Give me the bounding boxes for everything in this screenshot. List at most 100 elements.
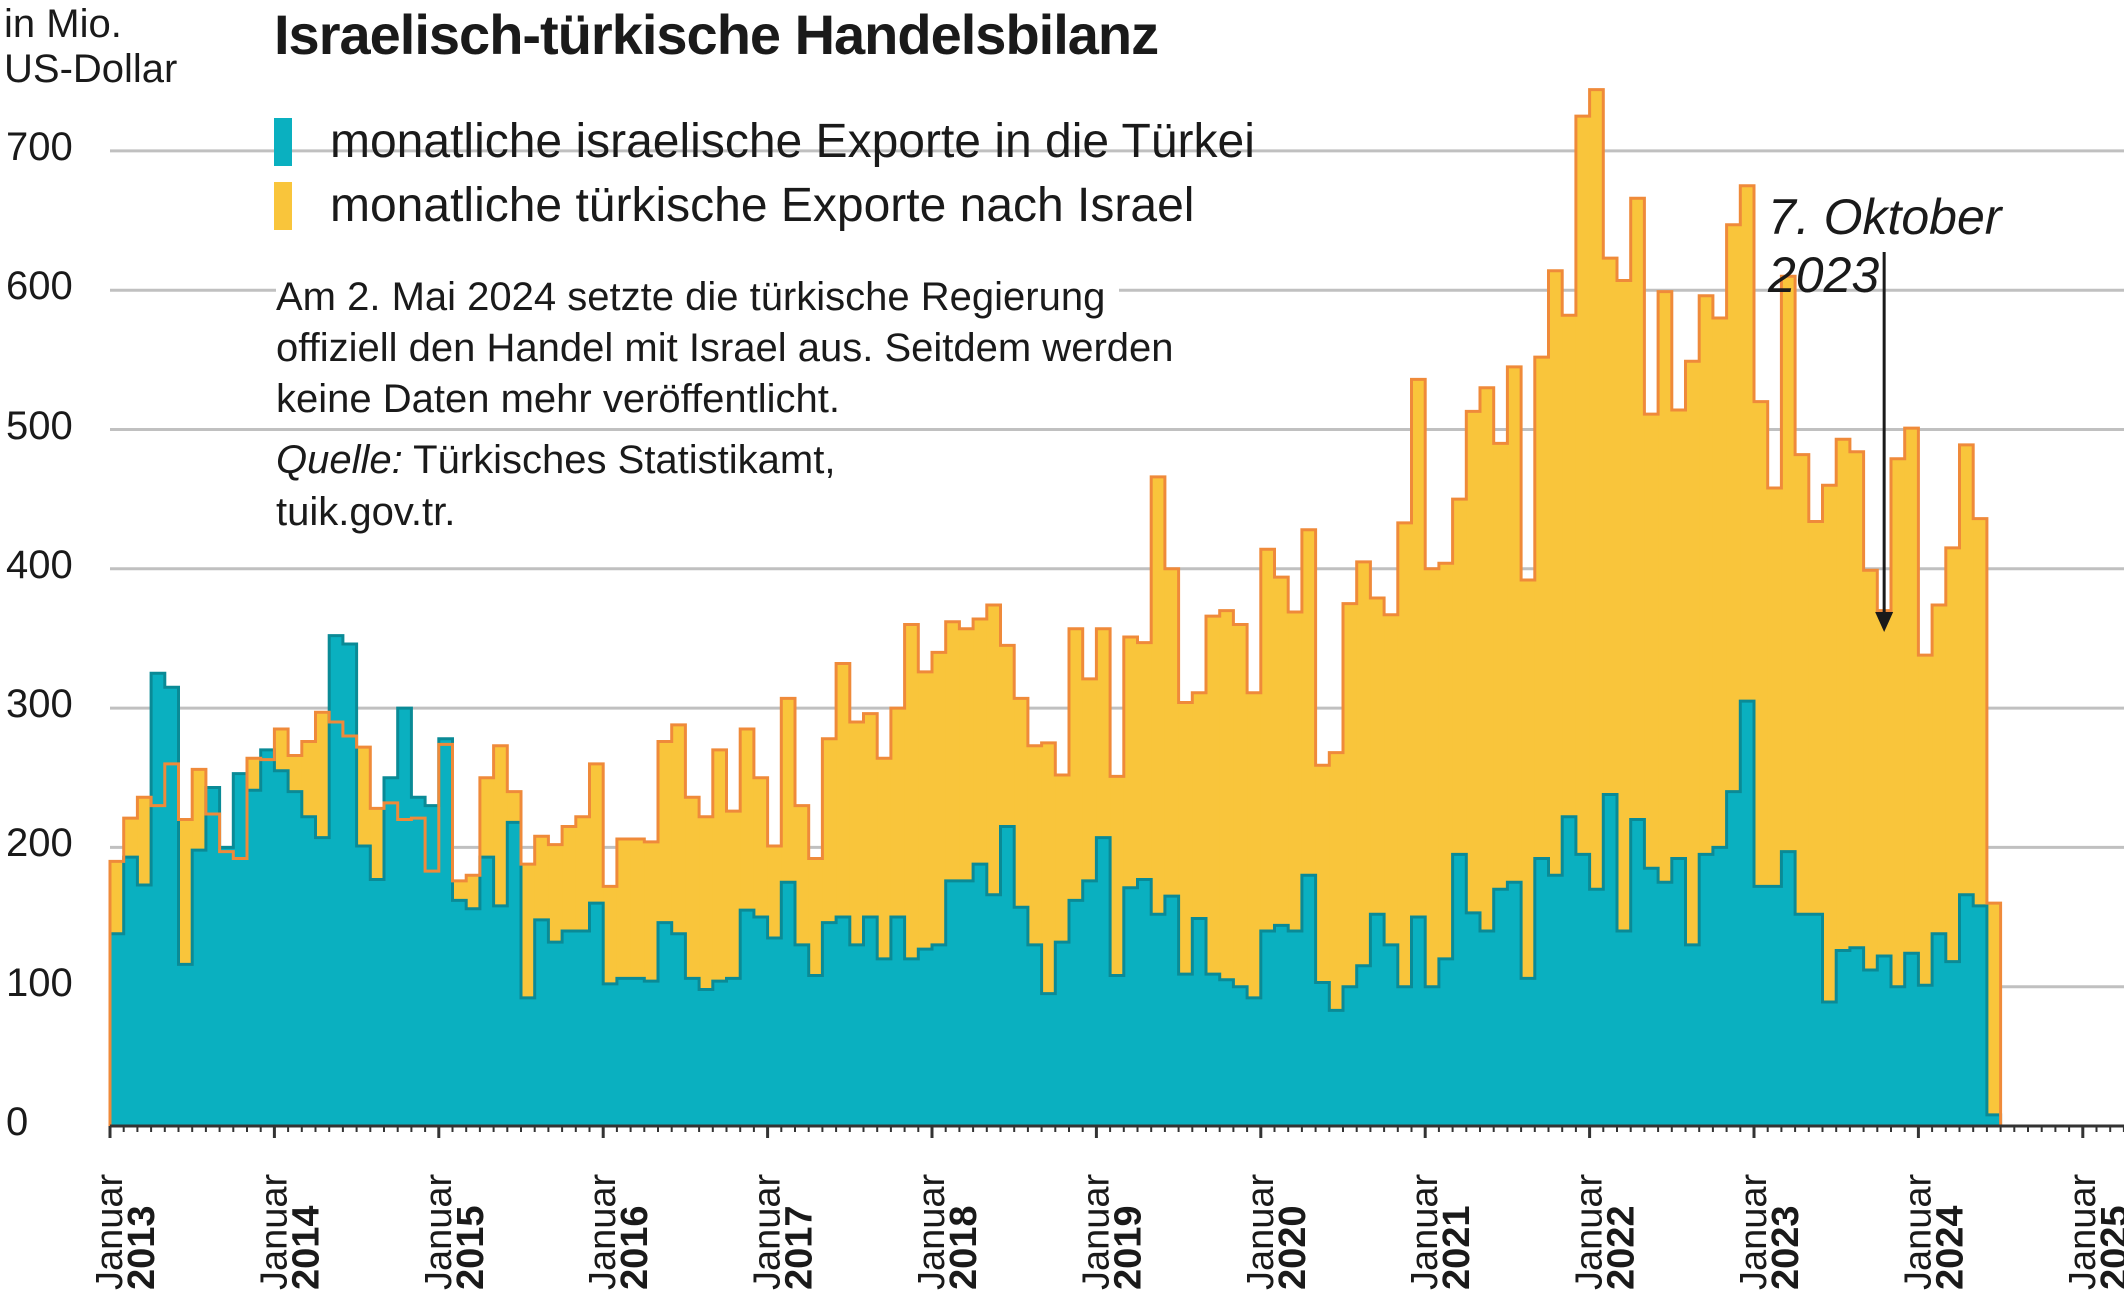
turkey-export-bar — [1808, 521, 1824, 915]
israel-export-bar — [1247, 997, 1262, 1126]
turkey-export-bar — [1370, 598, 1385, 915]
turkey-export-bar — [589, 763, 604, 904]
turkey-export-bar — [849, 722, 865, 945]
israel-export-bar — [712, 981, 728, 1126]
legend-label-israel: monatliche israelische Exporte in die Tü… — [330, 115, 1255, 168]
israel-export-bar — [479, 857, 495, 1126]
unit-label: in Mio. US-Dollar — [4, 2, 178, 91]
israel-export-bar — [1603, 794, 1618, 1126]
turkey-export-bar — [1945, 547, 1961, 962]
turkey-export-bar — [507, 791, 522, 823]
israel-export-bar — [521, 997, 536, 1126]
x-axis: Januar2013 Januar2014 Januar2015 Januar2016… — [89, 1124, 2124, 1290]
israel-export-bar — [1836, 950, 1851, 1126]
turkey-export-bar — [603, 886, 618, 984]
turkey-export-bar — [1836, 439, 1851, 951]
israel-export-bar — [795, 944, 810, 1126]
israel-export-bar — [452, 900, 467, 1126]
israel-export-bar — [1575, 854, 1591, 1126]
israel-export-bar — [1356, 965, 1371, 1126]
turkey-export-bar — [1712, 318, 1728, 848]
turkey-export-bar — [1630, 198, 1645, 820]
turkey-export-bar — [1137, 642, 1152, 880]
israel-export-bar — [1123, 887, 1139, 1126]
turkey-export-bar — [1932, 605, 1947, 934]
israel-export-bar — [329, 635, 344, 1126]
y-tick-label: 200 — [6, 821, 73, 866]
info-note: Am 2. Mai 2024 setzte die türkische Regi… — [276, 272, 1188, 425]
israel-export-bar — [1329, 1010, 1344, 1126]
israel-export-bar — [644, 981, 659, 1126]
turkey-export-bar — [1151, 476, 1166, 915]
israel-export-bar — [1589, 889, 1604, 1126]
turkey-export-bar — [1534, 357, 1550, 859]
turkey-export-bar — [918, 671, 933, 950]
turkey-export-bar — [959, 628, 974, 881]
turkey-export-bar — [562, 826, 577, 931]
israel-export-bar — [247, 790, 262, 1126]
israel-export-bar — [1822, 1002, 1837, 1126]
x-tick-label: Januar2023 — [1733, 1173, 1807, 1290]
israel-export-bar — [151, 673, 166, 1126]
israel-export-bar — [1671, 858, 1687, 1126]
x-tick-label: Januar2013 — [89, 1173, 163, 1290]
turkey-export-bar — [247, 758, 262, 791]
turkey-export-bar — [1041, 742, 1056, 994]
israel-export-bar — [1932, 933, 1947, 1126]
israel-export-bar — [1534, 858, 1550, 1126]
turkey-export-bar — [1206, 616, 1221, 975]
israel-export-bar — [1849, 947, 1865, 1126]
annotation-oct-7-2023: 7. Oktober 2023 — [1768, 189, 2002, 303]
israel-export-bar — [1863, 969, 1878, 1126]
turkey-export-bar — [863, 713, 878, 918]
israel-export-bar — [466, 908, 481, 1126]
israel-export-bar — [1315, 982, 1330, 1126]
turkey-export-bar — [1767, 488, 1782, 887]
israel-export-bar — [1192, 918, 1207, 1126]
turkey-export-bar — [1849, 451, 1865, 948]
turkey-export-bar — [1192, 692, 1207, 919]
turkey-export-bar — [726, 811, 741, 979]
turkey-export-bar — [699, 816, 714, 990]
legend-swatch-israel — [274, 117, 292, 166]
y-tick-label: 400 — [6, 542, 73, 587]
turkey-export-bar — [658, 741, 673, 923]
israel-export-bar — [260, 749, 275, 1126]
turkey-export-bar — [110, 861, 125, 934]
turkey-export-bar — [1493, 443, 1508, 890]
israel-export-bar — [986, 894, 1002, 1126]
israel-export-bar — [740, 910, 755, 1126]
x-tick-label: Januar2017 — [747, 1173, 821, 1290]
israel-export-bar — [658, 922, 673, 1126]
israel-export-bar — [1973, 905, 1988, 1126]
turkey-export-bar — [1781, 276, 1796, 852]
israel-export-bar — [1082, 880, 1097, 1126]
turkey-export-bar — [1562, 315, 1577, 817]
turkey-export-bar — [1726, 224, 1741, 792]
y-tick-label: 600 — [6, 264, 73, 309]
israel-export-bar — [863, 917, 878, 1126]
israel-export-bar — [164, 687, 180, 1126]
israel-export-bar — [1877, 956, 1892, 1126]
israel-export-bar — [1630, 819, 1645, 1126]
israel-export-bar — [1480, 930, 1495, 1126]
turkey-export-bar — [1315, 765, 1330, 983]
turkey-export-bar — [1740, 185, 1755, 702]
turkey-export-bar — [534, 836, 549, 920]
israel-export-bar — [822, 922, 837, 1126]
israel-export-bar — [918, 949, 933, 1126]
legend-turkey-exports: monatliche türkische Exporte nach Israel — [274, 178, 1194, 233]
turkey-export-bar — [712, 749, 728, 982]
israel-export-bar — [753, 917, 769, 1126]
israel-export-bar — [301, 816, 317, 1126]
israel-export-bar — [1096, 837, 1111, 1126]
israel-export-bar — [1521, 978, 1536, 1126]
israel-export-bar — [411, 797, 426, 1126]
turkey-export-bar — [1096, 628, 1111, 838]
israel-export-bar — [192, 850, 207, 1126]
turkey-export-bar — [1480, 387, 1495, 931]
turkey-export-bar — [822, 738, 837, 923]
turkey-export-bar — [781, 698, 796, 883]
israel-export-bar — [1260, 930, 1276, 1126]
